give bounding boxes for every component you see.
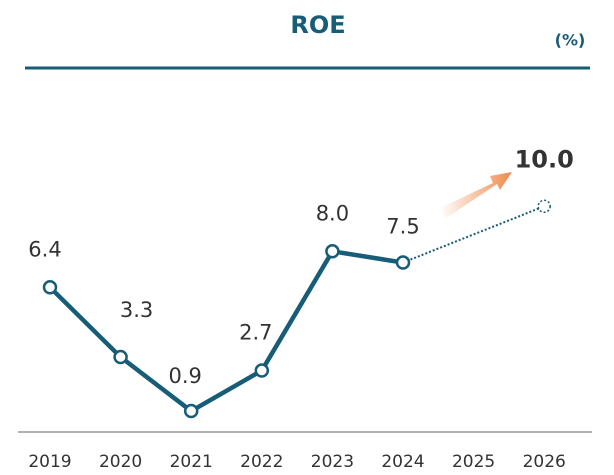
x-tick-label: 2025 — [452, 452, 495, 472]
line — [48, 249, 404, 414]
value-label: 10.0 — [515, 145, 574, 173]
projection-line — [402, 205, 545, 264]
point — [113, 349, 128, 365]
value-label: 8.0 — [316, 201, 349, 225]
unit-label: (%) — [555, 31, 586, 50]
trend-arrow — [440, 172, 512, 218]
x-tick-label: 2020 — [99, 452, 142, 472]
x-tick-label: 2021 — [170, 452, 213, 472]
point — [325, 244, 340, 259]
point — [254, 363, 270, 378]
value-label: 7.5 — [386, 215, 419, 239]
point — [537, 199, 551, 214]
value-label: 0.9 — [168, 364, 201, 388]
point — [395, 255, 411, 270]
point — [42, 280, 58, 295]
chart-title: ROE — [290, 11, 345, 39]
x-tick-label: 2023 — [311, 452, 354, 472]
value-label: 2.7 — [239, 321, 272, 345]
x-tick-label: 2022 — [240, 452, 283, 472]
x-tick-label: 2019 — [28, 452, 71, 472]
point — [183, 403, 199, 419]
x-tick-label: 2024 — [381, 452, 424, 472]
x-tick-label: 2026 — [523, 452, 566, 472]
value-label: 6.4 — [28, 237, 61, 261]
value-label: 3.3 — [120, 298, 153, 322]
